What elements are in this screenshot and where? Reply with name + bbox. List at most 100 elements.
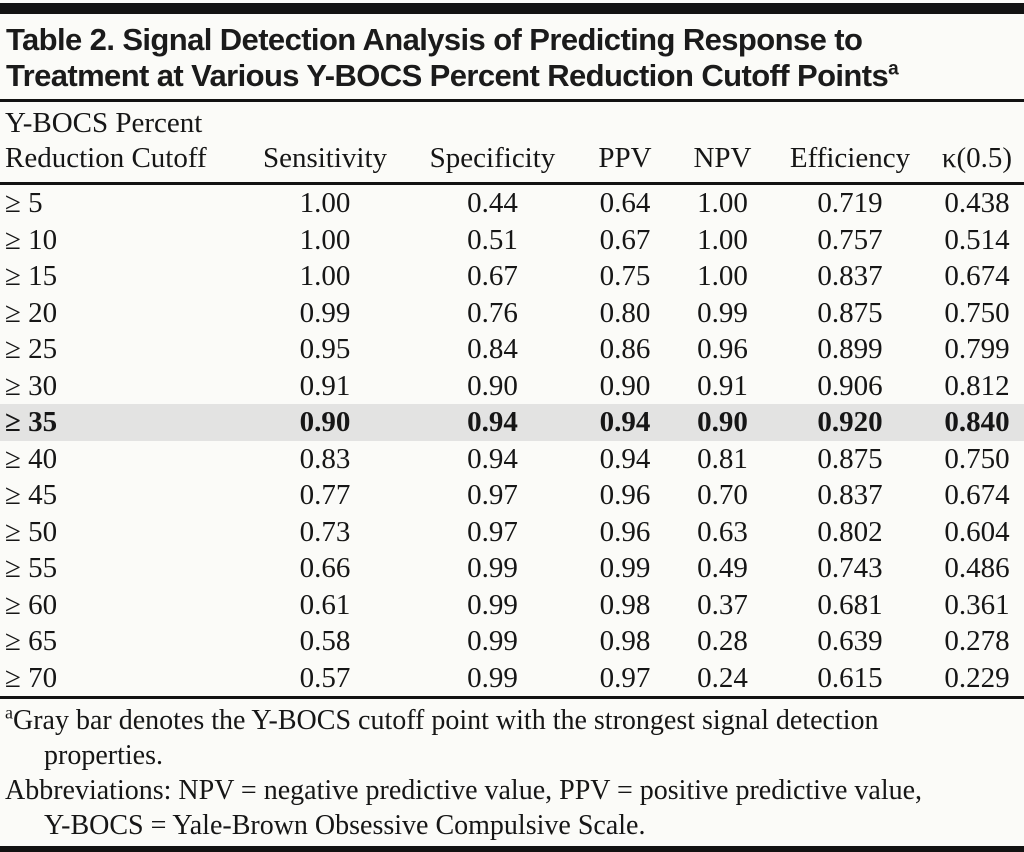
value-cell: 0.75 xyxy=(599,260,651,292)
column-header-specificity: Specificity xyxy=(410,102,575,185)
value-cell: 0.875 xyxy=(817,442,883,475)
value-cell: 0.96 xyxy=(599,479,651,511)
cutoff-cell: ≥ 55 xyxy=(5,552,58,584)
value-cell: 0.604 xyxy=(944,515,1010,548)
value-cell: 0.920 xyxy=(817,406,883,438)
value-cell: 0.37 xyxy=(697,588,748,621)
value-cell: 0.97 xyxy=(599,661,651,694)
value-cell: 0.95 xyxy=(299,333,351,365)
value-cell: 0.96 xyxy=(697,333,748,365)
value-cell: 0.63 xyxy=(697,515,748,548)
value-cell: 0.91 xyxy=(697,369,748,402)
value-cell: 1.00 xyxy=(697,187,748,219)
value-cell: 0.98 xyxy=(599,625,651,657)
column-header-cutoff-line1: Y-BOCS Percent xyxy=(5,107,203,139)
table-row: ≥ 10 1.00 0.51 0.67 1.00 0.757 0.514 xyxy=(0,222,1024,259)
value-cell: 0.674 xyxy=(944,260,1010,292)
value-cell: 0.743 xyxy=(817,552,883,584)
value-cell: 0.49 xyxy=(697,552,748,584)
value-cell: 0.514 xyxy=(944,223,1010,256)
table-row: ≥ 70 0.57 0.99 0.97 0.24 0.615 0.229 xyxy=(0,660,1024,697)
value-cell: 0.28 xyxy=(697,625,748,657)
table-row: ≥ 25 0.95 0.84 0.86 0.96 0.899 0.799 xyxy=(0,331,1024,368)
header-row: Y-BOCS Percent Reduction Cutoff Sensitiv… xyxy=(0,102,1024,185)
table-row: ≥ 5 1.00 0.44 0.64 1.00 0.719 0.438 xyxy=(0,184,1024,222)
value-cell: 0.98 xyxy=(599,588,651,621)
value-cell: 0.229 xyxy=(944,661,1010,694)
value-cell: 1.00 xyxy=(299,187,351,219)
value-cell: 0.91 xyxy=(299,369,351,402)
column-header-efficiency: Efficiency xyxy=(770,102,930,185)
value-cell: 0.94 xyxy=(467,406,518,438)
value-cell: 0.837 xyxy=(817,479,883,511)
top-rule xyxy=(0,3,1024,14)
table-row-highlighted: ≥ 35 0.90 0.94 0.94 0.90 0.920 0.840 xyxy=(0,404,1024,441)
column-header-cutoff-line2: Reduction Cutoff xyxy=(5,142,207,174)
value-cell: 0.438 xyxy=(944,187,1010,219)
value-cell: 0.906 xyxy=(817,369,883,402)
value-cell: 0.73 xyxy=(299,515,351,548)
value-cell: 0.86 xyxy=(599,333,651,365)
value-cell: 0.875 xyxy=(817,296,883,329)
value-cell: 0.99 xyxy=(599,552,651,584)
value-cell: 0.99 xyxy=(467,661,518,694)
cutoff-cell: ≥ 15 xyxy=(5,260,58,292)
value-cell: 0.58 xyxy=(299,625,351,657)
value-cell: 0.61 xyxy=(299,588,351,621)
column-header-cutoff: Y-BOCS Percent Reduction Cutoff xyxy=(0,102,240,185)
value-cell: 0.278 xyxy=(944,625,1010,657)
value-cell: 0.899 xyxy=(817,333,883,365)
value-cell: 0.80 xyxy=(599,296,651,329)
cutoff-cell: ≥ 20 xyxy=(5,296,58,329)
footnotes: aGray bar denotes the Y-BOCS cutoff poin… xyxy=(0,699,1024,843)
value-cell: 0.90 xyxy=(599,369,651,402)
cutoff-cell: ≥ 60 xyxy=(5,588,58,621)
table-row: ≥ 55 0.66 0.99 0.99 0.49 0.743 0.486 xyxy=(0,550,1024,587)
column-header-kappa: κ(0.5) xyxy=(930,102,1024,185)
value-cell: 0.639 xyxy=(817,625,883,657)
value-cell: 0.67 xyxy=(467,260,518,292)
value-cell: 0.802 xyxy=(817,515,883,548)
table-row: ≥ 40 0.83 0.94 0.94 0.81 0.875 0.750 xyxy=(0,441,1024,478)
column-header-sensitivity: Sensitivity xyxy=(240,102,410,185)
cutoff-cell: ≥ 30 xyxy=(5,369,58,402)
table-title-line2-text: Treatment at Various Y-BOCS Percent Redu… xyxy=(6,58,889,93)
value-cell: 1.00 xyxy=(697,260,748,292)
table-title-line2: Treatment at Various Y-BOCS Percent Redu… xyxy=(6,58,1020,94)
value-cell: 0.837 xyxy=(817,260,883,292)
cutoff-cell: ≥ 40 xyxy=(5,442,58,475)
value-cell: 0.94 xyxy=(599,442,651,475)
footnote-marker: a xyxy=(5,702,13,723)
value-cell: 0.681 xyxy=(817,588,883,621)
table-row: ≥ 65 0.58 0.99 0.98 0.28 0.639 0.278 xyxy=(0,623,1024,660)
footnote-1-line-2: properties. xyxy=(44,740,163,771)
footnote-2-line-2: Y-BOCS = Yale-Brown Obsessive Compulsive… xyxy=(44,810,646,841)
title-footnote-marker: a xyxy=(888,58,899,80)
value-cell: 1.00 xyxy=(299,223,351,256)
value-cell: 0.99 xyxy=(467,552,518,584)
cutoff-cell: ≥ 65 xyxy=(5,625,58,657)
value-cell: 0.64 xyxy=(599,187,651,219)
footnote-rule xyxy=(0,696,1024,699)
value-cell: 0.361 xyxy=(944,588,1010,621)
value-cell: 0.81 xyxy=(697,442,748,475)
value-cell: 1.00 xyxy=(299,260,351,292)
value-cell: 0.96 xyxy=(599,515,651,548)
value-cell: 0.812 xyxy=(944,369,1010,402)
value-cell: 0.674 xyxy=(944,479,1010,511)
value-cell: 0.76 xyxy=(467,296,518,329)
value-cell: 1.00 xyxy=(697,223,748,256)
cutoff-cell: ≥ 35 xyxy=(5,406,58,438)
value-cell: 0.67 xyxy=(599,223,651,256)
value-cell: 0.77 xyxy=(299,479,351,511)
value-cell: 0.84 xyxy=(467,333,518,365)
value-cell: 0.90 xyxy=(697,406,748,438)
table-row: ≥ 45 0.77 0.97 0.96 0.70 0.837 0.674 xyxy=(0,477,1024,514)
table-title-line1: Table 2. Signal Detection Analysis of Pr… xyxy=(6,22,863,57)
cutoff-cell: ≥ 25 xyxy=(5,333,58,365)
title-rule xyxy=(0,99,1024,102)
value-cell: 0.97 xyxy=(467,515,518,548)
value-cell: 0.70 xyxy=(697,479,748,511)
value-cell: 0.750 xyxy=(944,296,1010,329)
